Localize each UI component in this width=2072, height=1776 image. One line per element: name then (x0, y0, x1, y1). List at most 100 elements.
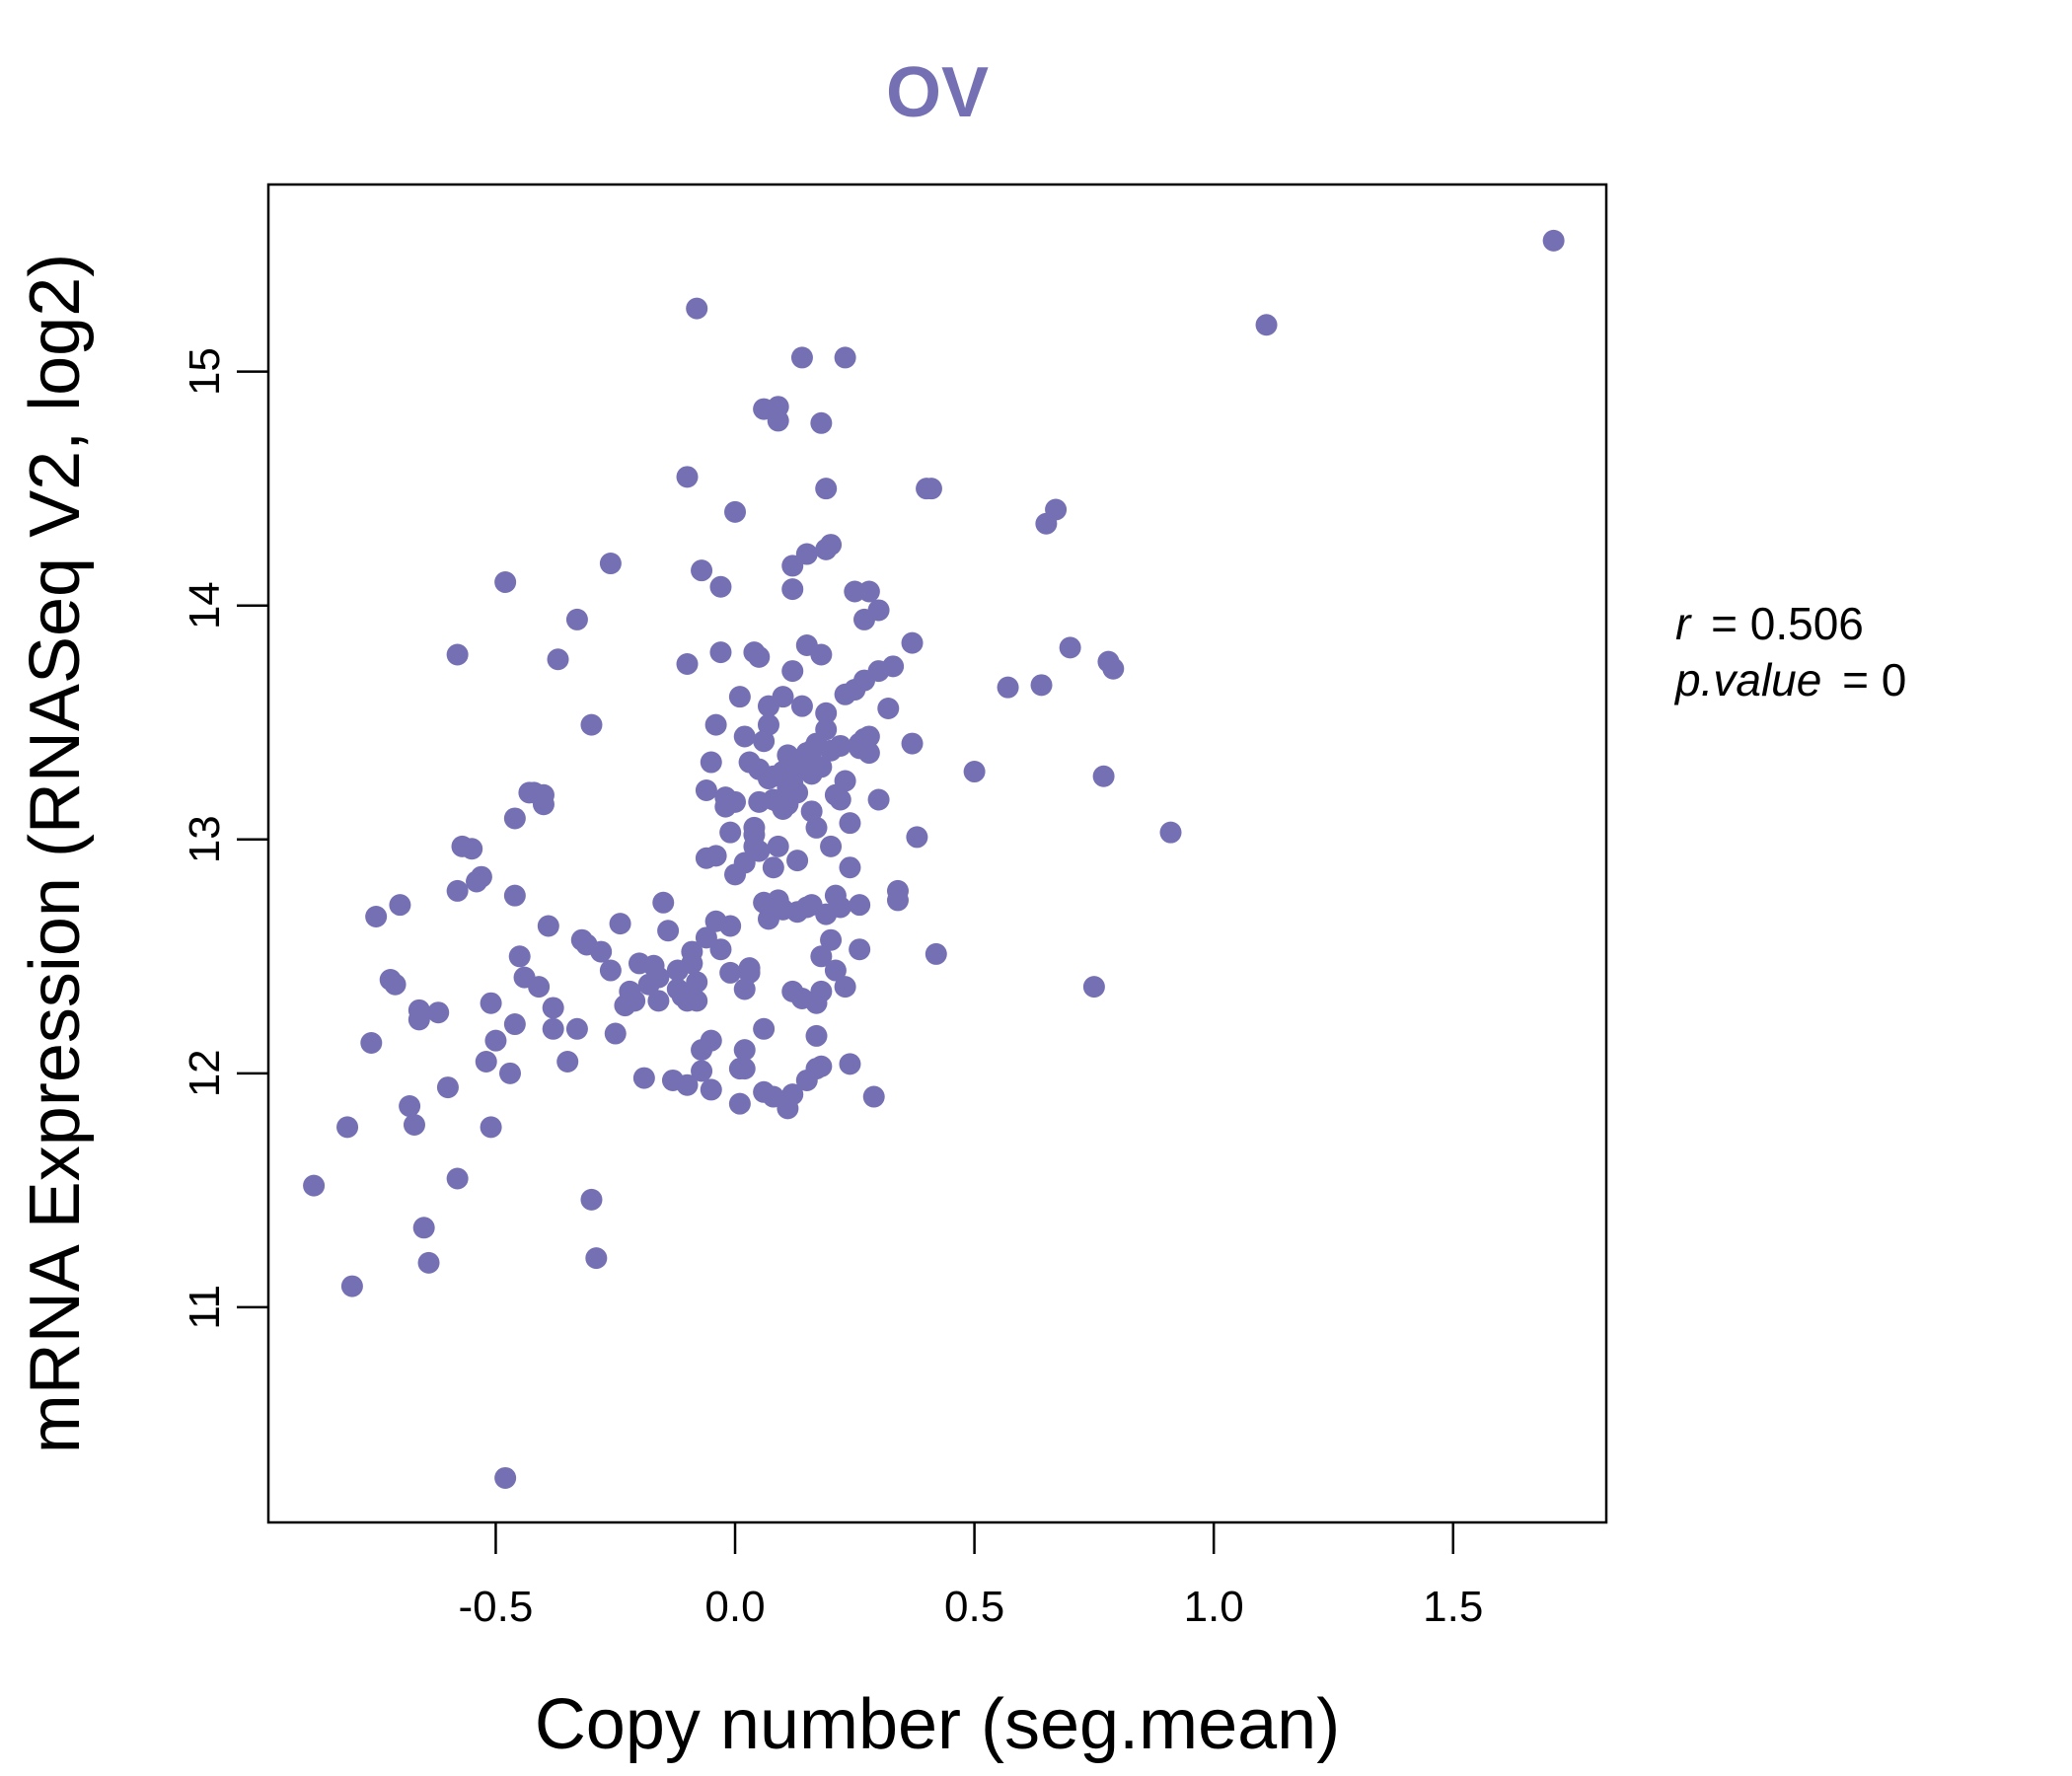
data-point (509, 945, 531, 967)
data-point (796, 897, 818, 919)
data-point (791, 346, 813, 368)
data-point (652, 892, 674, 914)
x-axis-label: Copy number (seg.mean) (535, 1685, 1340, 1764)
data-point (863, 1086, 885, 1108)
data-point (853, 728, 875, 750)
data-point (556, 1051, 578, 1073)
data-point (1031, 674, 1053, 696)
data-point (566, 609, 588, 630)
data-point (1083, 976, 1105, 998)
data-point (714, 786, 736, 808)
p-label: p.value (1673, 654, 1821, 705)
data-point (815, 703, 837, 724)
data-point (360, 1032, 382, 1054)
data-point (781, 555, 803, 576)
data-point (691, 1039, 712, 1061)
data-point (743, 817, 765, 839)
data-point (610, 913, 631, 934)
data-point (605, 1023, 627, 1045)
p-value: 0 (1882, 654, 1907, 705)
data-point (835, 346, 856, 368)
data-point (691, 559, 712, 581)
data-point (902, 733, 924, 755)
data-point (709, 641, 731, 663)
data-point (677, 466, 699, 487)
data-point (786, 850, 808, 871)
data-point (303, 1175, 325, 1197)
data-point (1097, 651, 1119, 673)
y-tick-label: 12 (181, 1049, 229, 1097)
data-point (413, 1217, 435, 1238)
data-points (303, 230, 1565, 1489)
x-tick-label: -0.5 (459, 1583, 534, 1631)
data-point (758, 768, 779, 789)
x-tick-label: 0.5 (944, 1583, 1004, 1631)
correlation-annotation: r = 0.506 p.value = 0 (1673, 598, 1906, 705)
data-point (647, 967, 669, 989)
data-point (998, 677, 1019, 699)
data-point (719, 962, 741, 984)
data-point (768, 836, 789, 857)
data-point (494, 1467, 516, 1489)
data-point (887, 880, 909, 902)
data-point (902, 632, 924, 654)
data-point (447, 643, 469, 665)
data-point (781, 660, 803, 682)
data-point (796, 634, 818, 656)
data-point (504, 885, 526, 907)
data-point (805, 817, 827, 839)
data-point (729, 1093, 751, 1115)
data-point (868, 599, 890, 621)
data-point (734, 725, 756, 747)
data-point (753, 1081, 775, 1103)
data-point (399, 1095, 420, 1117)
data-point (518, 781, 540, 803)
y-axis: 1112131415 (181, 347, 268, 1330)
data-point (781, 773, 803, 794)
data-point (925, 943, 947, 965)
data-point (916, 478, 937, 499)
data-point (810, 412, 832, 434)
data-point (499, 1063, 521, 1084)
data-point (815, 904, 837, 925)
data-point (768, 889, 789, 911)
data-point (820, 836, 842, 857)
data-point (709, 576, 731, 598)
data-point (791, 696, 813, 717)
data-point (380, 969, 402, 991)
data-point (451, 836, 473, 857)
data-point (600, 553, 622, 574)
data-point (600, 960, 622, 982)
data-point (504, 1013, 526, 1035)
data-point (437, 1076, 459, 1098)
x-tick-label: 1.5 (1423, 1583, 1483, 1631)
data-point (571, 929, 593, 951)
y-tick-label: 14 (181, 581, 229, 629)
data-point (408, 1008, 430, 1030)
data-point (839, 812, 860, 834)
data-point (815, 478, 837, 499)
correlation-p: p.value = 0 (1673, 654, 1906, 705)
y-axis-label: mRNA Expression (RNASeq V2, log2) (16, 254, 95, 1453)
data-point (389, 894, 410, 916)
data-point (629, 952, 650, 974)
data-point (748, 646, 770, 668)
data-point (336, 1116, 358, 1138)
x-tick-label: 0.0 (704, 1583, 765, 1631)
x-axis: -0.5 0.0 0.5 1.0 1.5 (459, 1522, 1484, 1631)
data-point (805, 1025, 827, 1047)
data-point (686, 298, 707, 320)
data-point (466, 870, 487, 892)
data-point (830, 735, 851, 757)
data-point (906, 826, 927, 848)
data-point (815, 539, 837, 560)
data-point (657, 920, 679, 941)
r-value: 0.506 (1750, 598, 1864, 649)
data-point (667, 978, 689, 999)
data-point (763, 856, 784, 878)
data-point (1093, 766, 1115, 787)
data-point (696, 926, 717, 948)
data-point (476, 1051, 497, 1073)
data-point (964, 761, 986, 782)
data-point (753, 730, 775, 752)
